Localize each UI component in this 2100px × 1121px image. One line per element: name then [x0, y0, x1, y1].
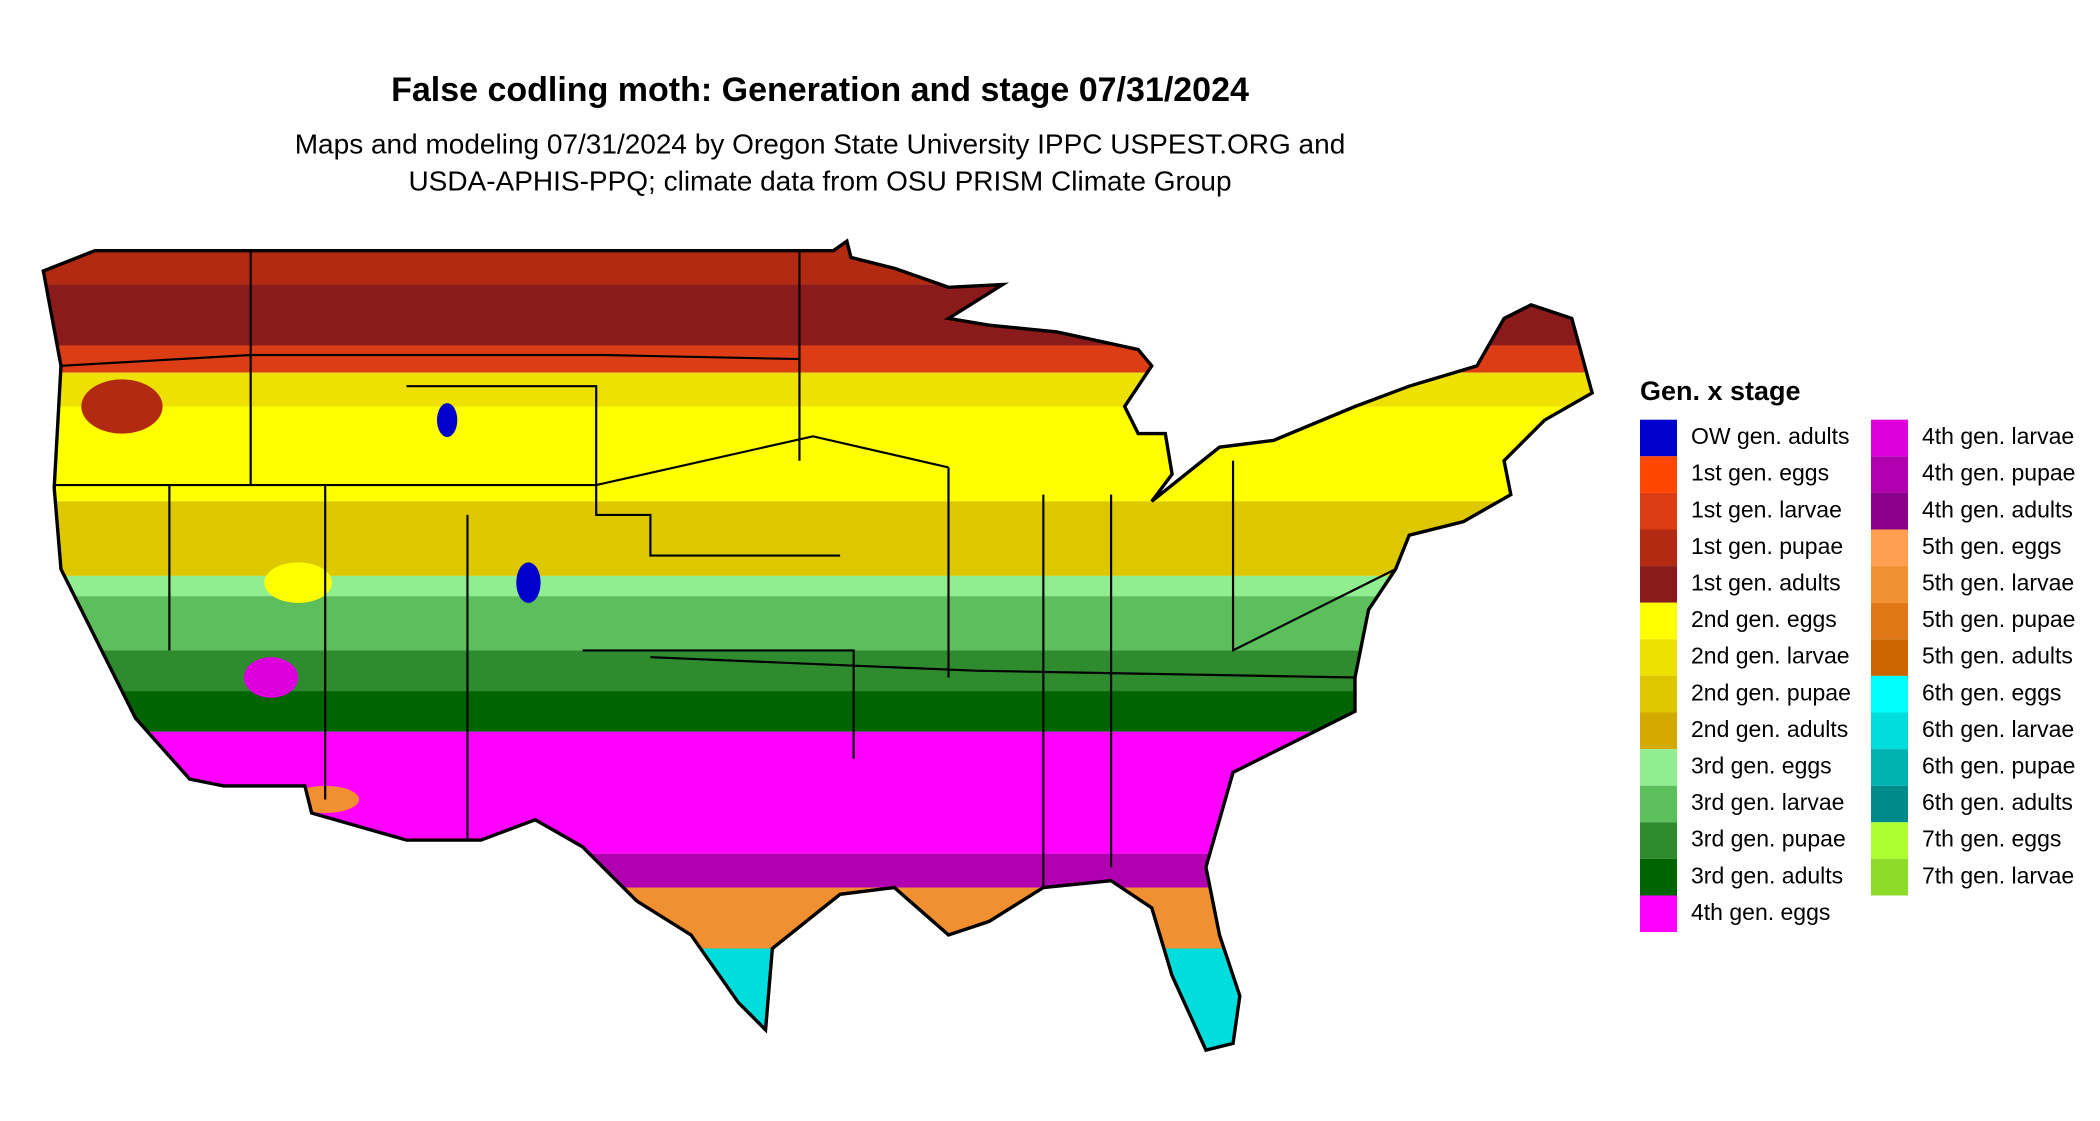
legend-swatch — [1871, 639, 1908, 676]
legend-swatch — [1871, 566, 1908, 603]
legend-swatch — [1640, 858, 1677, 896]
stage-region — [243, 657, 299, 698]
legend-label: 4th gen. adults — [1922, 496, 2073, 522]
legend-swatch — [1871, 492, 1908, 530]
legend-swatch — [1871, 529, 1908, 567]
legend-swatch — [1640, 785, 1677, 823]
legend-label: 6th gen. pupae — [1922, 752, 2075, 778]
legend-label: 3rd gen. adults — [1691, 862, 1843, 888]
stage-region — [81, 379, 163, 434]
stage-region — [43, 372, 1593, 407]
legend-swatch — [1871, 456, 1908, 493]
legend-label: 3rd gen. eggs — [1691, 752, 1832, 778]
stage-region — [436, 403, 458, 437]
stage-region — [264, 562, 332, 603]
legend-label: 2nd gen. eggs — [1691, 606, 1837, 632]
legend-label: 7th gen. larvae — [1922, 862, 2074, 888]
legend-swatch — [1640, 639, 1677, 676]
legend-label: 6th gen. larvae — [1922, 716, 2074, 742]
legend-label: 6th gen. eggs — [1922, 679, 2061, 705]
legend-label: 4th gen. pupae — [1922, 460, 2075, 486]
stage-region — [43, 406, 1593, 502]
stage-region — [43, 575, 1593, 597]
legend-label: 6th gen. adults — [1922, 789, 2073, 815]
legend-label: 7th gen. eggs — [1922, 826, 2061, 852]
legend-swatch — [1640, 529, 1677, 567]
legend-label: 5th gen. pupae — [1922, 606, 2075, 632]
stage-region — [516, 562, 541, 603]
legend-label: 4th gen. eggs — [1691, 899, 1830, 925]
us-outline — [41, 238, 1595, 1053]
legend-swatch — [1640, 675, 1677, 713]
legend-swatch — [1640, 602, 1677, 640]
legend-label: 1st gen. adults — [1691, 569, 1841, 595]
state-borders — [54, 250, 1397, 888]
stage-region — [43, 596, 1593, 651]
legend-label: 3rd gen. pupae — [1691, 826, 1846, 852]
map-subtitle: Maps and modeling 07/31/2024 by Oregon S… — [295, 128, 1346, 159]
legend-label: 1st gen. eggs — [1691, 460, 1829, 486]
stage-region — [43, 241, 1593, 285]
legend-swatch — [1640, 895, 1677, 933]
legend-swatch — [1871, 602, 1908, 640]
legend-label: 1st gen. larvae — [1691, 496, 1842, 522]
legend-title: Gen. x stage — [1640, 376, 1801, 406]
stage-region — [43, 853, 1593, 888]
legend-swatch — [1871, 785, 1908, 823]
map-subtitle: USDA-APHIS-PPQ; climate data from OSU PR… — [408, 165, 1231, 196]
legend-swatch — [1640, 419, 1677, 457]
legend-swatch — [1871, 822, 1908, 859]
legend-label: 2nd gen. adults — [1691, 716, 1848, 742]
legend-swatch — [1871, 858, 1908, 896]
map-title: False codling moth: Generation and stage… — [391, 71, 1249, 109]
stage-region — [43, 731, 1593, 854]
legend-swatch — [1640, 456, 1677, 493]
stage-region — [43, 345, 1593, 373]
legend-swatch — [1871, 419, 1908, 457]
legend-label: 2nd gen. pupae — [1691, 679, 1851, 705]
legend-label: 1st gen. pupae — [1691, 533, 1843, 559]
stage-regions — [43, 241, 1593, 1051]
legend-label: 5th gen. larvae — [1922, 569, 2074, 595]
legend-swatch — [1871, 712, 1908, 750]
legend-label: 2nd gen. larvae — [1691, 643, 1850, 669]
stage-region — [43, 501, 1593, 576]
stage-region — [43, 650, 1593, 692]
legend-swatch — [1640, 749, 1677, 786]
legend-swatch — [1871, 675, 1908, 713]
us-map — [41, 238, 1595, 1053]
legend-label: 5th gen. eggs — [1922, 533, 2061, 559]
legend-label: 3rd gen. larvae — [1691, 789, 1844, 815]
legend-swatch — [1640, 822, 1677, 859]
legend-swatch — [1871, 749, 1908, 786]
stage-region — [43, 948, 1593, 1051]
legend-label: 4th gen. larvae — [1922, 423, 2074, 449]
legend-label: 5th gen. adults — [1922, 643, 2073, 669]
legend-swatch — [1640, 566, 1677, 603]
legend-label: OW gen. adults — [1691, 423, 1850, 449]
legend-swatch — [1640, 492, 1677, 530]
legend-swatch — [1640, 712, 1677, 750]
legend: OW gen. adults 1st gen. eggs 1st gen. larv… — [1640, 419, 2075, 933]
stage-region — [43, 691, 1593, 732]
stage-region — [43, 284, 1593, 346]
